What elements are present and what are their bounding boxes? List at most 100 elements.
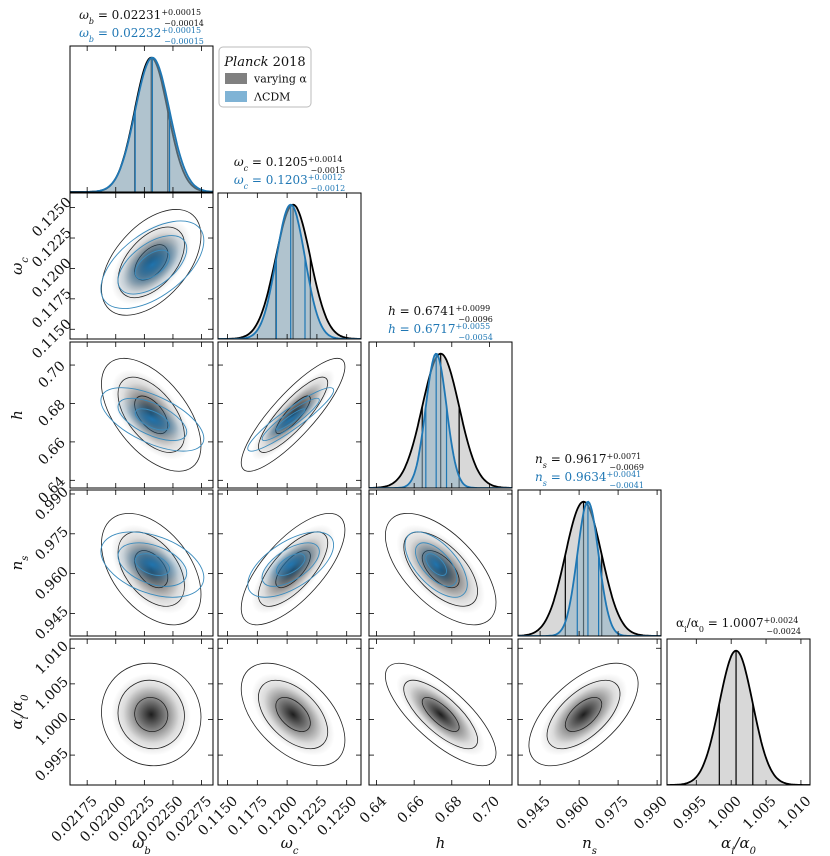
panel-ns-vs-wb bbox=[69, 489, 214, 637]
title-lcdm-ns: ns = 0.9634+0.0041 −0.0041 bbox=[535, 470, 644, 491]
panel-wc-vs-wc bbox=[217, 192, 362, 340]
y-axis-label-alpha: αi/α0 bbox=[8, 694, 31, 730]
y-tick-label-alpha-2: 1.005 bbox=[32, 674, 72, 714]
lcdm-contour-1 bbox=[134, 408, 170, 431]
y-axis-label-wc: ωc bbox=[8, 257, 31, 275]
x-tick-label-h-1: 0.66 bbox=[394, 793, 427, 826]
varying-contour-3 bbox=[101, 357, 202, 472]
x-axis-label-h: h bbox=[436, 834, 446, 852]
x-tick-label-alpha-0: 0.995 bbox=[670, 793, 710, 833]
varying-marginal-fill bbox=[667, 650, 810, 785]
y-tick-label-h-3: 0.70 bbox=[35, 358, 68, 391]
lcdm-contour-2 bbox=[117, 542, 188, 587]
lcdm-contour-1 bbox=[275, 408, 306, 431]
varying-contour-3 bbox=[101, 662, 202, 767]
lcdm-density bbox=[114, 232, 191, 297]
varying-density bbox=[539, 673, 628, 756]
title-varying-wb: ωb = 0.02231+0.00015 −0.00014 bbox=[79, 8, 204, 29]
lcdm-density bbox=[413, 540, 459, 589]
x-tick-label-alpha-1: 1.000 bbox=[705, 793, 745, 833]
lcdm-contour-2 bbox=[261, 542, 320, 587]
x-tick-label-ns-0: 0.945 bbox=[514, 793, 554, 833]
panel-frame bbox=[368, 341, 513, 489]
varying-contour-1 bbox=[564, 696, 603, 732]
y-tick-label-ns-1: 0.960 bbox=[32, 564, 72, 604]
panel-frame bbox=[666, 638, 811, 786]
panel-wc-vs-wb bbox=[69, 192, 214, 340]
panel-frame bbox=[69, 45, 214, 193]
varying-contour-2 bbox=[117, 376, 185, 453]
panel-alpha-vs-ns bbox=[517, 638, 662, 786]
x-tick-label-alpha-3: 1.010 bbox=[775, 793, 815, 833]
panel-h-vs-wb bbox=[69, 341, 214, 489]
title-lcdm-wc: ωc = 0.1203+0.0012 −0.0012 bbox=[234, 173, 345, 194]
varying-marginal-curve bbox=[667, 649, 810, 785]
varying-contour-1 bbox=[421, 696, 460, 732]
panel-alpha-vs-h bbox=[368, 638, 513, 786]
varying-contour-3 bbox=[101, 209, 202, 316]
legend-label-0: varying α bbox=[253, 73, 307, 86]
x-tick-label-ns-2: 0.975 bbox=[592, 793, 632, 833]
lcdm-marginal-fill bbox=[369, 353, 512, 488]
lcdm-density bbox=[259, 540, 323, 589]
lcdm-marginal-fill bbox=[70, 57, 213, 192]
lcdm-contour-1 bbox=[275, 553, 306, 576]
varying-contour-3 bbox=[240, 357, 346, 472]
x-axis-label-ns: ns bbox=[582, 834, 597, 856]
varying-contour-2 bbox=[258, 376, 329, 453]
lcdm-marginal-curve bbox=[369, 352, 512, 488]
x-tick-label-h-0: 0.64 bbox=[357, 793, 390, 826]
title-varying-alpha: αi/α0 = 1.0007+0.0024 −0.0024 bbox=[676, 616, 801, 637]
lcdm-marginal-fill bbox=[218, 204, 361, 339]
panel-frame bbox=[69, 192, 214, 340]
varying-density bbox=[111, 673, 192, 756]
lcdm-contour-3 bbox=[247, 387, 335, 452]
varying-contour-2 bbox=[403, 679, 478, 750]
legend-label-1: ΛCDM bbox=[253, 91, 290, 104]
panel-wb-vs-wb bbox=[69, 45, 214, 193]
panel-ns-vs-wc bbox=[217, 489, 362, 637]
legend-swatch-0 bbox=[225, 73, 247, 84]
panel-alpha-vs-wb bbox=[69, 638, 214, 786]
panel-frame bbox=[517, 489, 662, 637]
x-axis-label-wb: ωb bbox=[132, 834, 151, 856]
title-varying-ns: ns = 0.9617+0.0071 −0.0069 bbox=[535, 452, 644, 473]
lcdm-contour-3 bbox=[100, 387, 205, 452]
title-lcdm-h: h = 0.6717+0.0055 −0.0054 bbox=[388, 322, 493, 343]
panel-frame bbox=[368, 489, 513, 637]
varying-contour-2 bbox=[546, 679, 621, 750]
x-axis-label-wc: ωc bbox=[281, 834, 299, 856]
y-tick-label-h-2: 0.68 bbox=[35, 397, 68, 430]
varying-contour-3 bbox=[384, 512, 497, 626]
panel-frame bbox=[69, 489, 214, 637]
y-axis-label-h: h bbox=[8, 410, 26, 420]
varying-contour-1 bbox=[134, 697, 169, 732]
lcdm-contour-1 bbox=[425, 553, 447, 576]
varying-contour-2 bbox=[258, 679, 329, 750]
x-tick-label-ns-1: 0.960 bbox=[553, 793, 593, 833]
panel-h-vs-wc bbox=[217, 341, 362, 489]
y-axis-label-ns: ns bbox=[8, 556, 31, 571]
x-tick-label-alpha-2: 1.005 bbox=[740, 793, 780, 833]
varying-contour-3 bbox=[528, 662, 639, 767]
varying-contour-3 bbox=[384, 662, 497, 767]
panel-frame bbox=[69, 638, 214, 786]
panel-frame bbox=[217, 341, 362, 489]
varying-contour-3 bbox=[240, 662, 346, 767]
varying-density bbox=[251, 673, 335, 756]
varying-contour-3 bbox=[101, 512, 202, 626]
y-tick-label-alpha-0: 0.995 bbox=[32, 745, 72, 785]
panel-frame bbox=[517, 638, 662, 786]
panel-frame bbox=[368, 638, 513, 786]
legend-swatch-1 bbox=[225, 91, 247, 102]
lcdm-contour-3 bbox=[100, 531, 205, 598]
panel-frame bbox=[217, 192, 362, 340]
varying-contour-1 bbox=[275, 696, 311, 732]
varying-contour-3 bbox=[240, 512, 346, 626]
lcdm-contour-3 bbox=[404, 531, 468, 598]
lcdm-contour-2 bbox=[261, 397, 320, 442]
x-axis-label-alpha: αi/α0 bbox=[721, 834, 757, 856]
panel-frame bbox=[69, 341, 214, 489]
lcdm-contour-3 bbox=[100, 220, 205, 310]
